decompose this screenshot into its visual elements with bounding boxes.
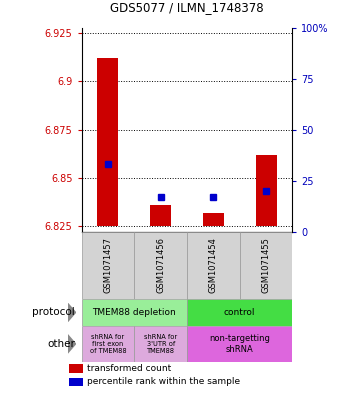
Bar	[134, 232, 187, 299]
Text: protocol: protocol	[32, 307, 75, 318]
Bar	[134, 326, 187, 362]
Bar	[82, 232, 134, 299]
Text: GSM1071456: GSM1071456	[156, 237, 165, 293]
Bar	[255, 155, 276, 226]
Text: GSM1071454: GSM1071454	[209, 237, 218, 293]
Text: non-targetting
shRNA: non-targetting shRNA	[209, 334, 270, 354]
Bar	[82, 299, 187, 326]
Text: control: control	[224, 308, 255, 317]
Bar	[203, 213, 224, 226]
Polygon shape	[68, 334, 76, 354]
Bar	[69, 364, 83, 373]
Text: percentile rank within the sample: percentile rank within the sample	[87, 377, 240, 386]
Bar	[97, 58, 118, 226]
Text: GSM1071457: GSM1071457	[103, 237, 113, 293]
Text: shRNA for
3'UTR of
TMEM88: shRNA for 3'UTR of TMEM88	[144, 334, 177, 354]
Text: GSM1071455: GSM1071455	[261, 237, 271, 293]
Text: other: other	[47, 339, 75, 349]
Text: GDS5077 / ILMN_1748378: GDS5077 / ILMN_1748378	[110, 1, 264, 14]
Bar	[187, 299, 292, 326]
Text: TMEM88 depletion: TMEM88 depletion	[92, 308, 176, 317]
Text: shRNA for
first exon
of TMEM88: shRNA for first exon of TMEM88	[90, 334, 126, 354]
Bar	[187, 326, 292, 362]
Bar	[69, 378, 83, 386]
Text: transformed count: transformed count	[87, 364, 172, 373]
Bar	[82, 326, 134, 362]
Bar	[150, 205, 171, 226]
Bar	[187, 232, 240, 299]
Polygon shape	[68, 303, 76, 322]
Bar	[240, 232, 292, 299]
